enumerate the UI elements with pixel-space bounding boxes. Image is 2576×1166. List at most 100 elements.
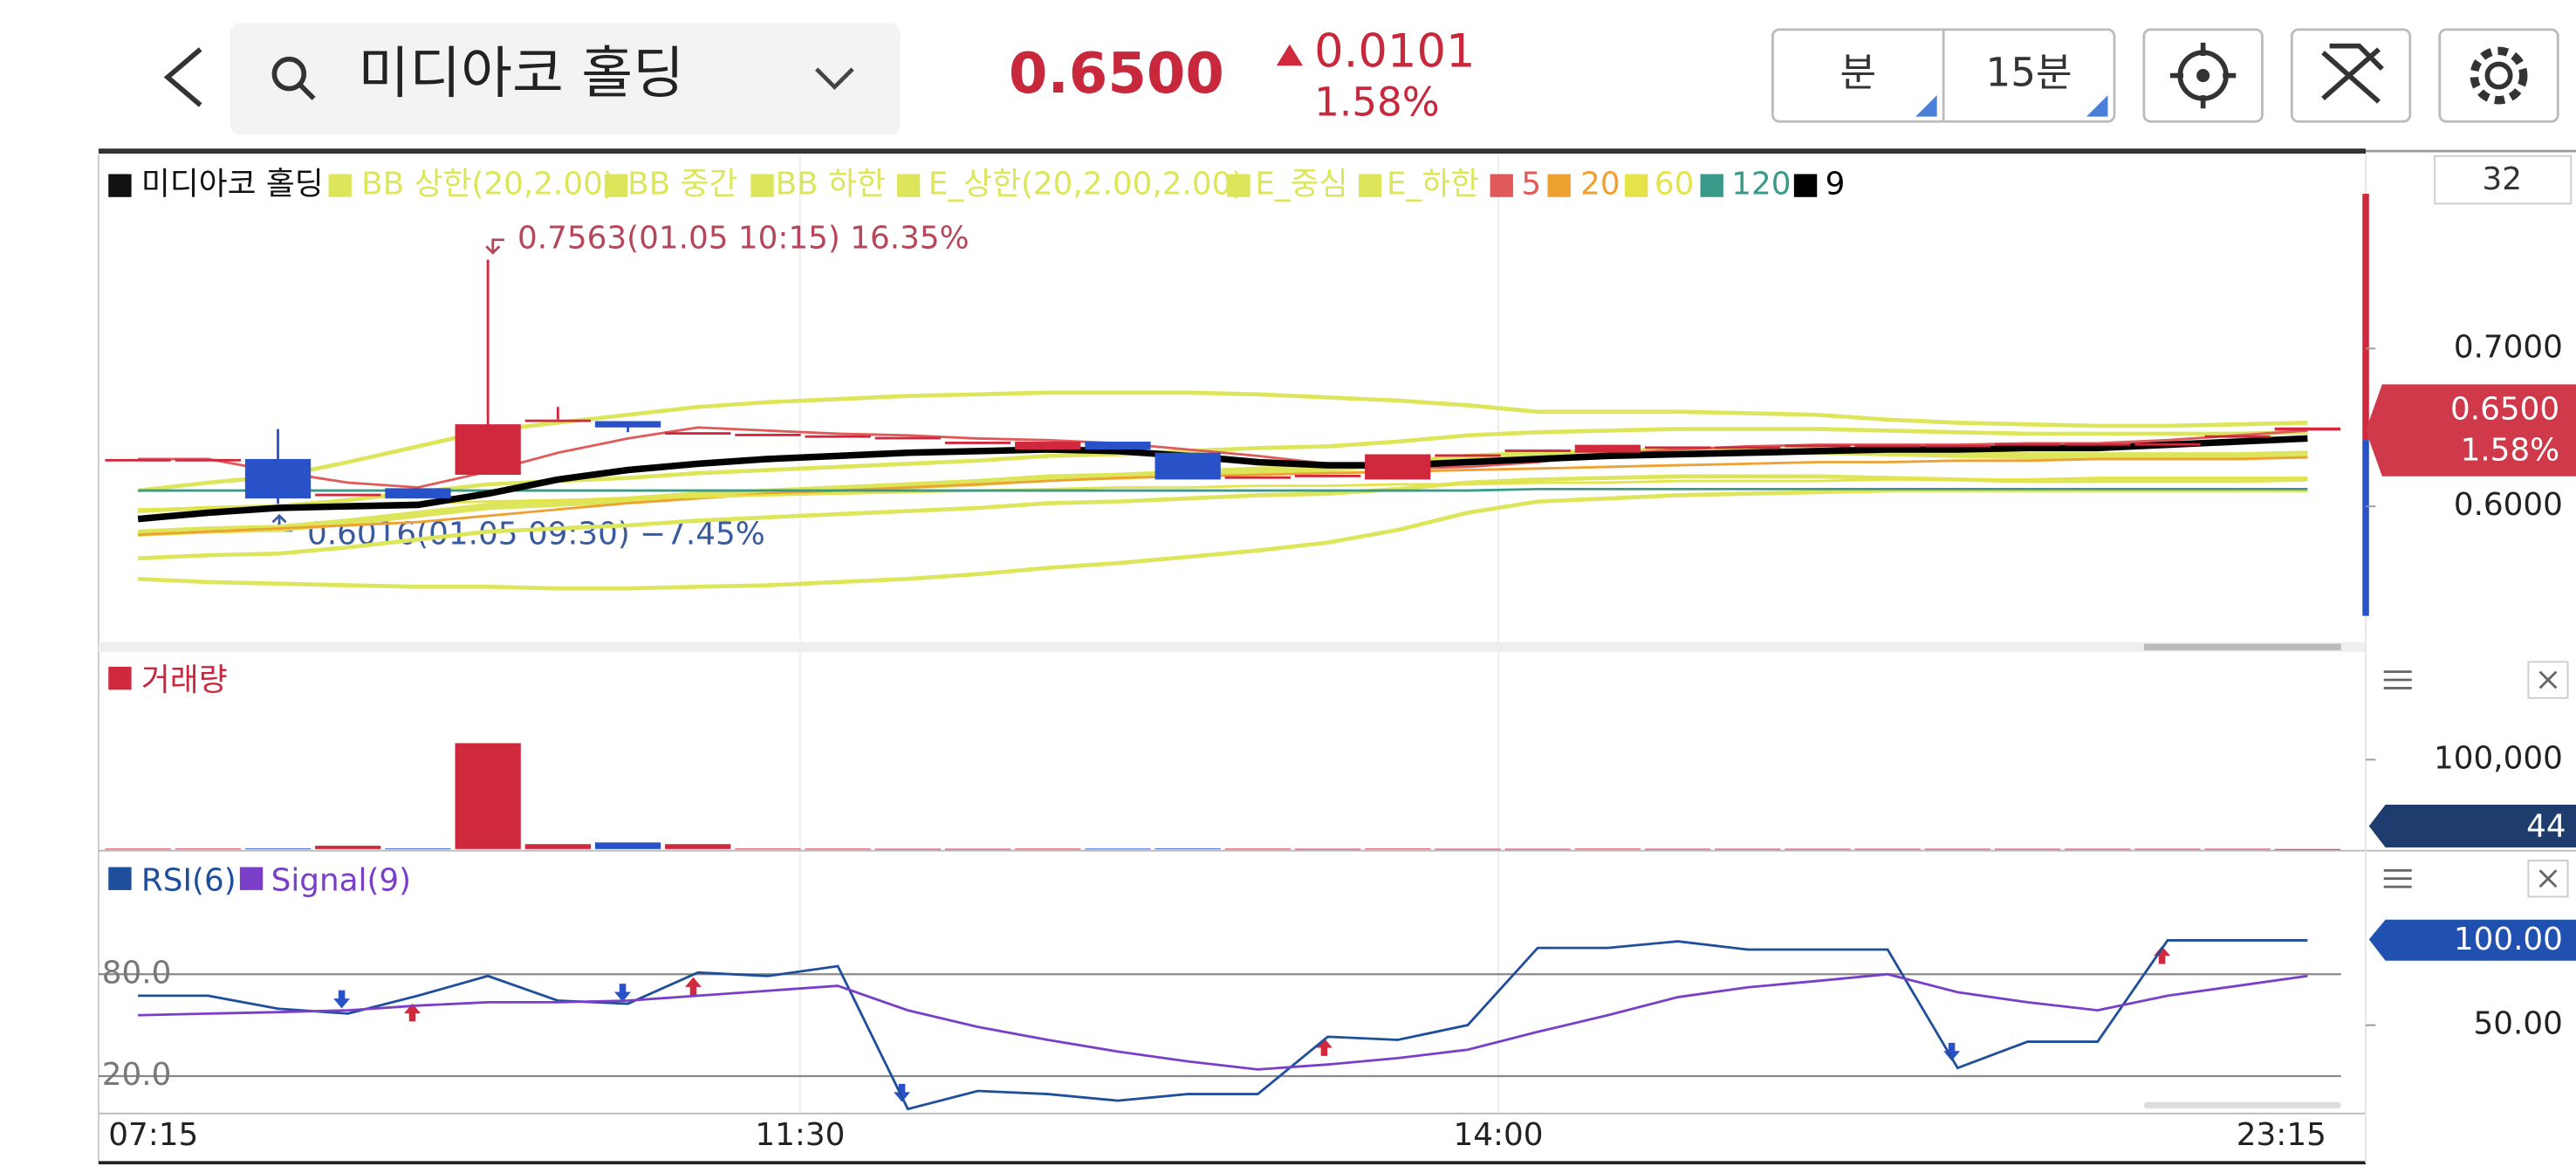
y-tick-label: 0.6000 <box>2454 487 2563 523</box>
candle-body <box>2134 442 2201 446</box>
volume-bar <box>455 743 521 849</box>
volume-bar <box>2204 848 2271 850</box>
candle-body <box>1154 452 1221 480</box>
volume-bar <box>175 848 241 850</box>
volume-bar <box>524 844 592 849</box>
interval-value[interactable]: 15분 <box>1986 50 2072 96</box>
search-icon <box>271 56 307 92</box>
volume-bar <box>1644 848 1711 850</box>
search-box[interactable] <box>230 23 901 135</box>
candle-body <box>1015 442 1081 450</box>
corner-mark <box>2086 95 2108 117</box>
search-icon <box>298 83 316 100</box>
y-tick-label: 80.0 <box>102 955 172 991</box>
legend-swatch <box>1227 174 1250 197</box>
legend-label: 60 <box>1655 167 1695 202</box>
volume-bar <box>1085 848 1151 850</box>
y-tick-label: 0.7000 <box>2454 329 2563 365</box>
volume-bar <box>1224 848 1291 850</box>
candle-body <box>1785 444 1851 448</box>
candle-body <box>175 458 241 462</box>
volume-bar <box>2274 848 2341 850</box>
volume-tag-value: 44 <box>2526 808 2566 844</box>
candle-body <box>1644 446 1711 449</box>
range-bar <box>2362 194 2369 441</box>
volume-bar <box>1924 848 1991 850</box>
panel-divider <box>98 641 2367 653</box>
close-icon <box>2538 670 2558 689</box>
legend-label: Signal(9) <box>271 862 412 898</box>
volume-bar <box>1365 848 1431 850</box>
volume-bar <box>805 848 871 850</box>
chrome <box>98 23 2576 1165</box>
high-annotation: 0.7563(01.05 10:15) 16.35% <box>517 221 969 257</box>
volume-bar <box>735 848 801 850</box>
scrollbar[interactable] <box>2143 643 2341 651</box>
rsi-tag <box>2368 919 2576 961</box>
candle-body <box>594 421 661 428</box>
price-tag <box>2366 384 2576 477</box>
legend-label: BB 중간 <box>627 167 737 202</box>
corner-mark <box>1915 95 1937 117</box>
legend-swatch <box>1358 174 1382 197</box>
legend-label: 5 <box>1521 167 1541 202</box>
volume-bar <box>1015 848 1081 850</box>
y-tick-label: 50.00 <box>2474 1006 2563 1042</box>
x-tick-label: 14:00 <box>1453 1117 1543 1153</box>
volume-bar <box>1504 848 1571 850</box>
candle-body <box>1854 444 1921 448</box>
range-bar <box>2362 440 2369 616</box>
volume-bar <box>1574 848 1641 850</box>
candle-body <box>665 432 731 436</box>
menu-icon[interactable] <box>2383 868 2412 888</box>
volume-bar <box>315 846 381 849</box>
legend-swatch <box>1490 174 1513 197</box>
candle-body <box>1085 442 1151 450</box>
candle-body <box>1994 442 2061 446</box>
x-tick-label: 07:15 <box>108 1117 198 1153</box>
legend-swatch <box>1547 174 1571 197</box>
crosshair-icon <box>2169 42 2237 109</box>
menu-icon[interactable] <box>2383 670 2412 689</box>
gear-icon <box>2470 46 2528 105</box>
y-tick-label: 20.0 <box>102 1057 172 1093</box>
y-tick-label: 100,000 <box>2434 740 2563 776</box>
candle-body <box>1435 454 1501 457</box>
legend-label: 20 <box>1580 167 1620 202</box>
scrollbar[interactable] <box>2143 1101 2341 1109</box>
candle-body <box>315 493 381 497</box>
indicator-line <box>138 456 2308 537</box>
candle-body <box>1504 449 1571 452</box>
volume-legend: 거래량 <box>141 662 228 698</box>
volume-bar <box>1435 848 1501 850</box>
price-tag-pct: 1.58% <box>2461 432 2560 468</box>
legend-swatch <box>108 867 132 890</box>
volume-bar <box>594 842 661 849</box>
interval-unit[interactable]: 분 <box>1840 50 1877 96</box>
candle-body <box>385 488 451 499</box>
close-icon <box>2538 869 2558 888</box>
candle-body <box>874 436 942 440</box>
dropdown-chevron[interactable] <box>815 67 854 91</box>
volume-bar <box>1994 848 2061 850</box>
legend-label: BB 하한 <box>776 167 886 202</box>
indicator-line <box>138 450 2308 538</box>
volume-bar <box>1715 848 1781 850</box>
settings-button[interactable] <box>2438 28 2559 123</box>
legend-swatch <box>328 174 352 197</box>
candle-body <box>244 458 312 499</box>
gear-icon <box>2484 61 2513 90</box>
price-tag-value: 0.6500 <box>2450 391 2559 427</box>
draw-icon <box>2321 43 2384 104</box>
volume-bar <box>665 844 731 849</box>
volume-bar <box>1294 848 1361 850</box>
back-button[interactable] <box>163 47 202 107</box>
volume-tag <box>2368 805 2576 847</box>
legend-swatch <box>1624 174 1648 197</box>
legend-swatch <box>108 174 132 197</box>
price: 0.6500 <box>1009 42 1224 106</box>
candle-body <box>2204 435 2271 438</box>
legend-label: E_중심 <box>1255 167 1347 202</box>
indicator-line <box>137 435 2308 523</box>
rsi-line <box>138 972 2308 1071</box>
